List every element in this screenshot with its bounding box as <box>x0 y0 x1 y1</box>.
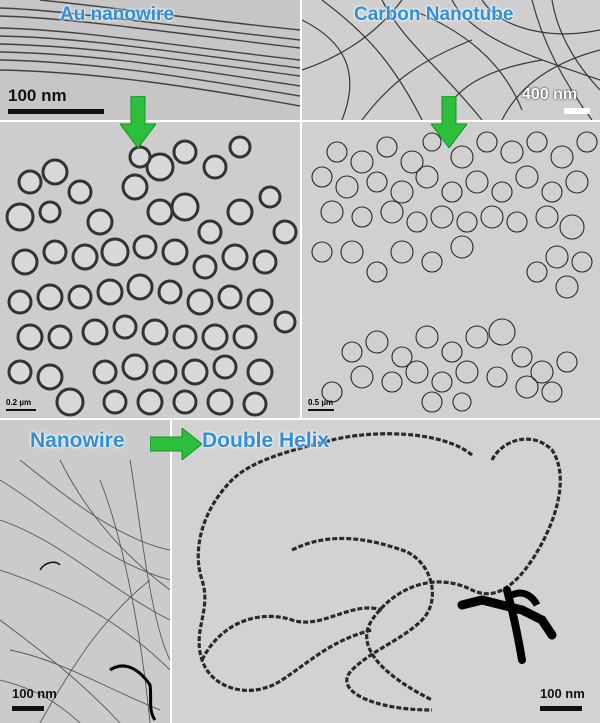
panel-au-rings: 0.2 µm <box>0 122 300 418</box>
carbon-nanotube-scale-label: 400 nm <box>522 86 578 103</box>
au-nanowire-image <box>0 0 300 107</box>
arrow-down-right-icon <box>431 96 467 148</box>
arrow-right-icon <box>150 428 202 460</box>
cnt-rings-image <box>311 131 598 413</box>
carbon-nanotube-image <box>302 0 600 120</box>
carbon-nanotube-title: Carbon Nanotube <box>354 4 514 25</box>
double-helix-image <box>196 432 562 712</box>
carbon-nanotube-scale-bar <box>564 108 590 114</box>
cnt-rings-scale-label: 0.5 µm <box>308 398 334 407</box>
au-nanowire-scale-bar <box>8 109 104 114</box>
panel-double-helix: Double Helix 100 nm <box>172 420 600 723</box>
nanowire-bottom-scale-bar <box>12 706 44 711</box>
double-helix-scale-bar <box>540 706 582 711</box>
panel-nanowire-bottom: Nanowire 100 nm <box>0 420 170 723</box>
au-rings-image <box>5 135 298 417</box>
au-rings-scale-bar <box>6 409 36 411</box>
nanowire-bottom-image <box>0 459 170 723</box>
double-helix-title: Double Helix <box>202 429 330 452</box>
au-nanowire-scale-label: 100 nm <box>8 86 67 105</box>
double-helix-scale-label: 100 nm <box>540 686 585 701</box>
panel-cnt-rings: 0.5 µm <box>302 122 600 418</box>
au-nanowire-title: Au nanowire <box>60 4 175 25</box>
arrow-down-left-icon <box>120 96 156 148</box>
nanowire-bottom-scale-label: 100 nm <box>12 686 57 701</box>
panel-au-nanowire: Au nanowire 100 nm <box>0 0 300 120</box>
nanowire-title: Nanowire <box>30 429 125 452</box>
au-rings-scale-label: 0.2 µm <box>6 398 32 407</box>
cnt-rings-scale-bar <box>308 409 334 411</box>
